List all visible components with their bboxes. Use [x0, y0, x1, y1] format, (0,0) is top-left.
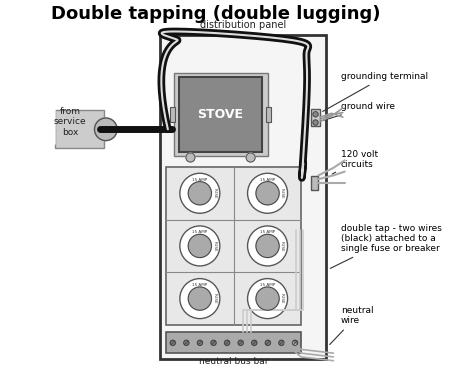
Text: from
service
box: from service box	[54, 107, 86, 137]
FancyBboxPatch shape	[170, 107, 175, 122]
Text: neutral bus bar: neutral bus bar	[199, 357, 268, 366]
Circle shape	[292, 340, 298, 345]
Text: Double tapping (double lugging): Double tapping (double lugging)	[51, 5, 381, 23]
Circle shape	[170, 340, 175, 345]
Text: FUSE: FUSE	[280, 241, 284, 251]
Circle shape	[238, 340, 243, 345]
Circle shape	[256, 234, 279, 258]
Polygon shape	[46, 129, 55, 144]
FancyBboxPatch shape	[160, 35, 326, 359]
Polygon shape	[46, 114, 55, 129]
Text: double tap - two wires
(black) attached to a
single fuse or breaker: double tap - two wires (black) attached …	[330, 224, 442, 268]
Circle shape	[180, 173, 220, 213]
Circle shape	[247, 173, 288, 213]
Text: 15 AMP: 15 AMP	[260, 283, 275, 287]
Text: neutral
wire: neutral wire	[330, 306, 374, 345]
Text: grounding terminal: grounding terminal	[323, 72, 428, 111]
Circle shape	[247, 279, 288, 319]
Text: distribution panel: distribution panel	[200, 20, 286, 30]
Circle shape	[94, 118, 117, 141]
Text: 15 AMP: 15 AMP	[192, 230, 208, 234]
Text: FUSE: FUSE	[212, 241, 216, 251]
Circle shape	[313, 112, 318, 117]
FancyBboxPatch shape	[311, 109, 320, 125]
Circle shape	[247, 226, 288, 266]
Circle shape	[188, 234, 211, 258]
Polygon shape	[46, 99, 55, 114]
Text: FUSE: FUSE	[280, 188, 284, 199]
Circle shape	[313, 120, 318, 125]
FancyBboxPatch shape	[55, 111, 104, 148]
FancyBboxPatch shape	[166, 332, 301, 353]
Circle shape	[188, 182, 211, 205]
Text: 15 AMP: 15 AMP	[192, 178, 208, 182]
Text: 15 AMP: 15 AMP	[192, 283, 208, 287]
Circle shape	[197, 340, 202, 345]
Circle shape	[184, 340, 189, 345]
Text: 120 volt
circuits: 120 volt circuits	[332, 150, 378, 174]
FancyBboxPatch shape	[179, 77, 262, 152]
Circle shape	[186, 153, 195, 162]
FancyBboxPatch shape	[166, 167, 301, 325]
Circle shape	[252, 340, 257, 345]
Circle shape	[256, 182, 279, 205]
Circle shape	[180, 279, 220, 319]
Text: STOVE: STOVE	[198, 108, 244, 121]
Text: FUSE: FUSE	[280, 293, 284, 304]
FancyBboxPatch shape	[266, 107, 271, 122]
FancyBboxPatch shape	[311, 176, 319, 190]
Text: FUSE: FUSE	[212, 188, 216, 199]
Circle shape	[256, 287, 279, 310]
Circle shape	[180, 226, 220, 266]
Text: 15 AMP: 15 AMP	[260, 230, 275, 234]
FancyBboxPatch shape	[173, 73, 267, 156]
Text: ground wire: ground wire	[323, 102, 395, 121]
Circle shape	[225, 340, 230, 345]
Circle shape	[246, 153, 255, 162]
Text: FUSE: FUSE	[212, 293, 216, 304]
Circle shape	[188, 287, 211, 310]
Circle shape	[211, 340, 216, 345]
Circle shape	[265, 340, 271, 345]
Circle shape	[279, 340, 284, 345]
Text: 15 AMP: 15 AMP	[260, 178, 275, 182]
